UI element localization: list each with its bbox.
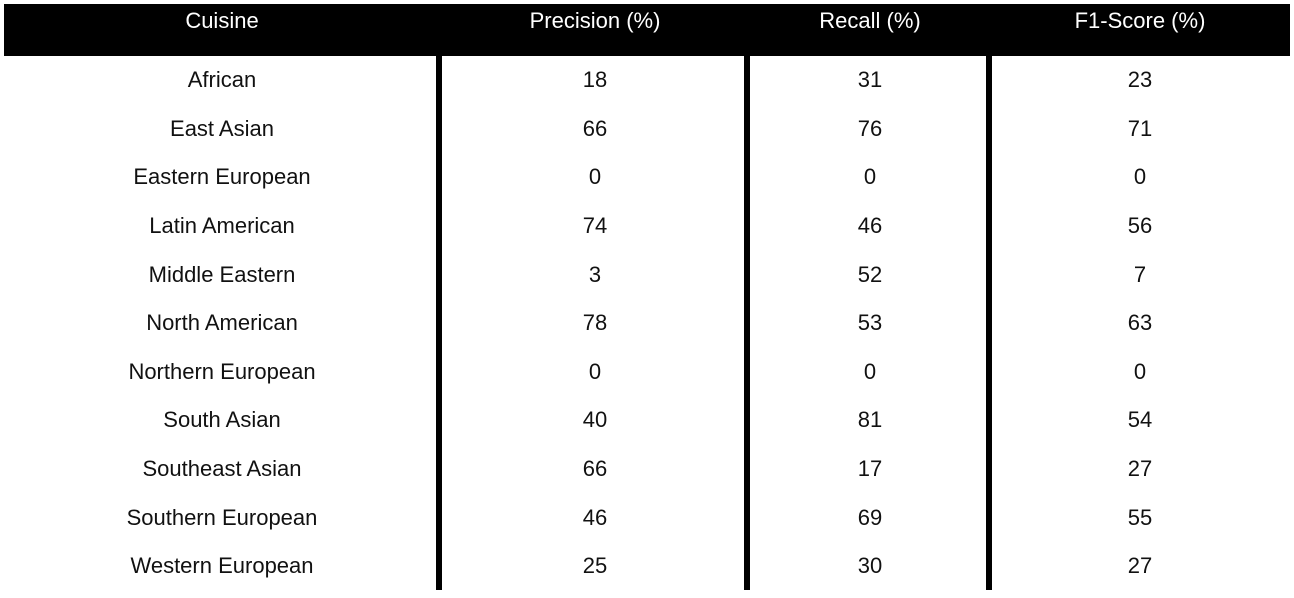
cell-cuisine: Latin American bbox=[149, 213, 295, 239]
cell-precision: 74 bbox=[582, 213, 608, 239]
cell-f1-score: 23 bbox=[1127, 67, 1153, 93]
cell-f1-score: 54 bbox=[1127, 407, 1153, 433]
results-table: Cuisine Precision (%) Recall (%) F1-Scor… bbox=[4, 4, 1290, 591]
header-precision: Precision (%) bbox=[529, 8, 661, 33]
cell-cuisine: African bbox=[187, 67, 257, 93]
cell-f1-score: 0 bbox=[1133, 164, 1147, 190]
cell-cuisine: South Asian bbox=[163, 407, 281, 433]
cell-recall: 46 bbox=[857, 213, 883, 239]
cell-precision: 18 bbox=[582, 67, 608, 93]
cell-precision: 0 bbox=[588, 164, 602, 190]
header-recall: Recall (%) bbox=[819, 8, 921, 33]
cell-cuisine: Northern European bbox=[128, 358, 316, 384]
cell-precision: 40 bbox=[582, 407, 608, 433]
cell-f1-score: 0 bbox=[1133, 358, 1147, 384]
header-cuisine: Cuisine bbox=[185, 8, 259, 33]
cell-recall: 81 bbox=[857, 407, 883, 433]
cell-precision: 25 bbox=[582, 553, 608, 579]
cell-recall: 30 bbox=[857, 553, 883, 579]
table-body: African 18 31 23 East Asian 66 76 71 Eastern Eur… bbox=[4, 56, 1290, 591]
header-f1-score: F1-Score (%) bbox=[1074, 8, 1206, 33]
cell-precision: 46 bbox=[582, 504, 608, 530]
cell-recall: 0 bbox=[863, 164, 877, 190]
column-separator bbox=[986, 52, 992, 590]
cell-cuisine: Western European bbox=[130, 553, 314, 579]
cell-precision: 66 bbox=[582, 115, 608, 141]
table-header: Cuisine Precision (%) Recall (%) F1-Scor… bbox=[4, 4, 1290, 56]
cell-precision: 66 bbox=[582, 456, 608, 482]
cell-recall: 0 bbox=[863, 358, 877, 384]
cell-recall: 53 bbox=[857, 310, 883, 336]
cell-recall: 52 bbox=[857, 261, 883, 287]
cell-recall: 17 bbox=[857, 456, 883, 482]
cell-cuisine: Eastern European bbox=[133, 164, 311, 190]
cell-recall: 69 bbox=[857, 504, 883, 530]
cell-f1-score: 71 bbox=[1127, 115, 1153, 141]
cell-f1-score: 55 bbox=[1127, 504, 1153, 530]
cell-precision: 0 bbox=[588, 358, 602, 384]
cell-cuisine: Southeast Asian bbox=[142, 456, 302, 482]
cell-precision: 3 bbox=[588, 261, 602, 287]
column-separator bbox=[436, 52, 442, 590]
cell-cuisine: East Asian bbox=[170, 115, 274, 141]
cell-precision: 78 bbox=[582, 310, 608, 336]
cell-recall: 31 bbox=[857, 67, 883, 93]
cell-f1-score: 63 bbox=[1127, 310, 1153, 336]
cell-f1-score: 27 bbox=[1127, 456, 1153, 482]
cell-f1-score: 7 bbox=[1133, 261, 1147, 287]
cell-cuisine: North American bbox=[146, 310, 298, 336]
column-separator bbox=[744, 52, 750, 590]
cell-cuisine: Southern European bbox=[126, 504, 318, 530]
cell-recall: 76 bbox=[857, 115, 883, 141]
cell-f1-score: 27 bbox=[1127, 553, 1153, 579]
cell-cuisine: Middle Eastern bbox=[148, 261, 296, 287]
cell-f1-score: 56 bbox=[1127, 213, 1153, 239]
